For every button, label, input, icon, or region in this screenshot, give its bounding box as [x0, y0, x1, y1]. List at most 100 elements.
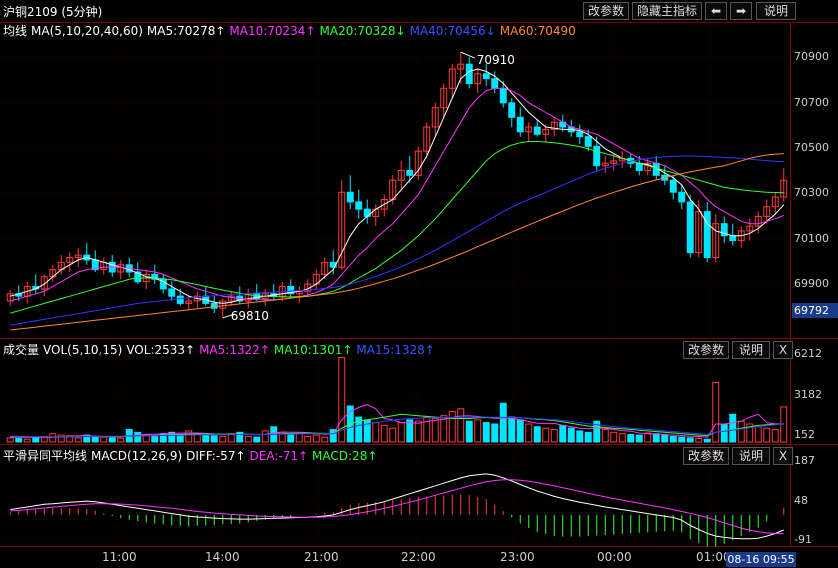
volume-bar: [219, 435, 227, 443]
volume-bar: [499, 402, 507, 443]
legend-diff: DIFF:-57↑: [186, 449, 246, 463]
volume-bar: [465, 420, 473, 443]
volume-bar: [593, 420, 601, 443]
candle-body: [431, 107, 439, 128]
macd-y-tick: 48: [794, 494, 808, 507]
candle-body: [584, 136, 592, 147]
volume-bar: [329, 429, 337, 443]
hide-main-indicator-button[interactable]: 隐藏主指标: [632, 2, 702, 20]
candle-body: [346, 191, 354, 203]
low-marker: [222, 313, 235, 319]
volume-bar: [321, 436, 329, 443]
candle-body: [176, 295, 184, 304]
candle-body: [448, 68, 456, 89]
volume-bar: [389, 427, 397, 443]
volume-bar: [610, 431, 618, 443]
volume-bar: [355, 416, 363, 443]
volume-bar: [406, 419, 414, 443]
candle-body: [593, 145, 601, 167]
volume-bar: [414, 420, 422, 443]
macd-line-dea: [10, 479, 784, 535]
volume-bar: [423, 416, 431, 443]
high-marker: [460, 51, 475, 59]
volume-bar: [720, 423, 728, 443]
volume-bar: [474, 419, 482, 443]
volume-bar: [729, 413, 737, 443]
volume-bar: [627, 433, 635, 443]
volume-bar: [695, 438, 703, 443]
main-indicator-params: MA(5,10,20,40,60): [31, 24, 143, 38]
macd-y-tick: 187: [794, 454, 815, 467]
candle-body: [703, 211, 711, 258]
volume-bar: [763, 427, 771, 443]
volume-bar: [652, 433, 660, 443]
arrow-left-icon[interactable]: ⬅: [705, 2, 727, 20]
volume-bar: [712, 381, 720, 443]
candle-body: [533, 126, 541, 135]
legend-ma40: MA40:70456↓: [409, 24, 496, 38]
candle-body: [397, 170, 405, 181]
candle-body: [457, 63, 465, 70]
volume-bar: [431, 417, 439, 443]
volume-bar: [601, 429, 609, 443]
x-tick: 00:00: [597, 550, 632, 564]
volume-bar: [372, 422, 380, 443]
volume-bar: [491, 423, 499, 443]
candle-body: [151, 273, 159, 280]
legend-dea: DEA:-71↑: [249, 449, 309, 463]
candle-body: [474, 73, 482, 85]
volume-ma-line-ma15: [10, 416, 784, 438]
candle-body: [499, 87, 507, 104]
candle-body: [601, 162, 609, 167]
volume-bar: [91, 435, 99, 443]
volume-bar: [618, 433, 626, 443]
main-y-tick: 70500: [794, 141, 829, 154]
volume-bar: [669, 435, 677, 443]
macd-params: MACD(12,26,9): [91, 449, 183, 463]
candle-body: [754, 215, 762, 227]
volume-bar: [771, 429, 779, 443]
candle-body: [686, 201, 694, 254]
legend-ma60: MA60:70490: [499, 24, 576, 38]
volume-bar: [567, 427, 575, 443]
cursor-time-label: 08-16 09:55: [726, 552, 796, 567]
candle-body: [610, 160, 618, 164]
candle-body: [168, 288, 176, 297]
help-button[interactable]: 说明: [756, 2, 796, 20]
volume-bar: [754, 426, 762, 443]
volume-bar: [703, 438, 711, 443]
arrow-right-icon[interactable]: ➡: [730, 2, 752, 20]
volume-bar: [287, 434, 295, 443]
legend-vol: VOL:2533↑: [126, 343, 196, 357]
main-y-tick: 69900: [794, 277, 829, 290]
volume-bar: [6, 437, 14, 443]
candle-body: [669, 179, 677, 193]
candle-body: [576, 131, 584, 138]
main-y-tick: 70300: [794, 186, 829, 199]
title-bar: [0, 0, 838, 23]
volume-bar: [202, 434, 210, 443]
candle-body: [678, 191, 686, 203]
volume-y-tick: 6212: [794, 347, 822, 360]
volume-bar: [227, 433, 235, 443]
candle-body: [746, 225, 754, 232]
candle-body: [185, 300, 193, 304]
candle-body: [210, 302, 218, 309]
volume-bar: [533, 426, 541, 443]
volume-bar: [295, 433, 303, 443]
panel-divider: [0, 338, 838, 339]
volume-bar: [261, 430, 269, 443]
candle-body: [74, 254, 82, 258]
volume-bar: [74, 437, 82, 443]
legend-macd: MACD:28↑: [312, 449, 378, 463]
volume-bar: [440, 415, 448, 443]
candle-body: [763, 206, 771, 217]
params-button[interactable]: 改参数: [583, 2, 629, 20]
macd-params-button[interactable]: 改参数: [683, 447, 729, 465]
candle-body: [695, 211, 703, 254]
volume-bar: [304, 435, 312, 443]
candle-body: [380, 199, 388, 210]
volume-bar: [576, 430, 584, 443]
volume-bar: [142, 434, 150, 443]
